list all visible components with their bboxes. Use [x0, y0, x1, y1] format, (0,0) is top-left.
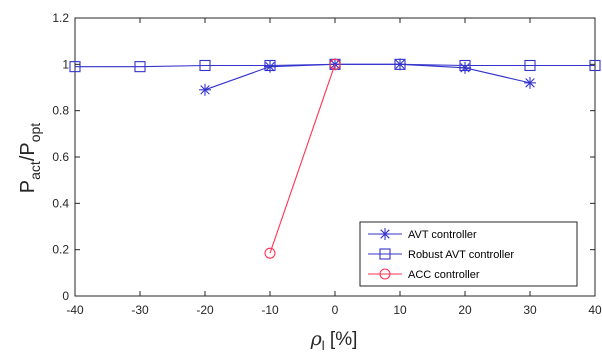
series-line [204, 63, 531, 91]
legend-marker [379, 268, 391, 280]
legend: AVT controller Robust AVT controller ACC c… [359, 221, 578, 287]
data-point [459, 61, 471, 74]
x-tick-label: 40 [588, 303, 602, 317]
y-tick-label: 1.2 [52, 11, 69, 25]
x-tick-label: 0 [332, 303, 339, 317]
asterisk-stroke [525, 78, 535, 88]
y-label-sub1: act [27, 161, 43, 180]
legend-entry-avt-controller: AVT controller [368, 228, 477, 241]
data-point [524, 59, 536, 72]
x-tick-label: 10 [393, 303, 407, 317]
y-tick-label: 0.8 [52, 104, 69, 118]
legend-label: AVT controller [408, 229, 477, 241]
asterisk-stroke [380, 229, 390, 239]
legend-marker [379, 248, 391, 260]
x-tick-label: -20 [196, 303, 214, 317]
series-acc-controller [264, 58, 341, 259]
data-point [394, 58, 406, 71]
data-point [199, 59, 211, 72]
data-point [589, 59, 601, 72]
asterisk-stroke [200, 85, 210, 95]
x-label-suffix: [%] [325, 329, 358, 350]
legend-entry-robust-avt-controller: Robust AVT controller [368, 248, 514, 261]
series-layer [69, 58, 601, 259]
x-tick-label: 20 [458, 303, 472, 317]
asterisk-stroke [460, 63, 470, 73]
asterisk-stroke [265, 61, 275, 72]
y-label-p1: P [17, 180, 39, 193]
legend-marker [379, 228, 391, 240]
y-label-sub2: opt [27, 123, 43, 143]
data-point [264, 60, 276, 73]
y-tick-label: 1 [62, 57, 69, 71]
data-point [329, 58, 341, 70]
x-tick-label: -30 [131, 303, 149, 317]
x-tick-label: 30 [523, 303, 537, 317]
y-tick-label: 0.2 [52, 243, 69, 257]
data-point [199, 83, 211, 96]
x-label-sub: l [322, 338, 325, 353]
legend-label: Robust AVT controller [408, 249, 514, 261]
y-axis-label: Pact/Popt [17, 123, 43, 194]
data-point [134, 61, 146, 73]
y-tick-label: 0.6 [52, 150, 69, 164]
y-label-p2: /P [17, 142, 39, 161]
legend-label: ACC controller [408, 269, 480, 281]
series-line [269, 64, 336, 254]
y-tick-label: 0.4 [52, 196, 69, 210]
x-tick-label: -40 [66, 303, 84, 317]
ticks-layer: -40 -30 -20 -10 0 10 20 30 40 0 0.2 0.4 0.6 0.8 1 1.2 [52, 11, 602, 317]
x-axis-label: ρl [%] [310, 328, 358, 353]
asterisk-stroke [395, 59, 405, 70]
data-point [69, 61, 81, 73]
data-point [524, 76, 536, 89]
y-tick-label: 0 [62, 289, 69, 303]
x-tick-label: -10 [261, 303, 279, 317]
x-label-base: ρ [310, 328, 323, 350]
data-point [264, 247, 276, 259]
legend-entry-acc-controller: ACC controller [368, 268, 480, 281]
